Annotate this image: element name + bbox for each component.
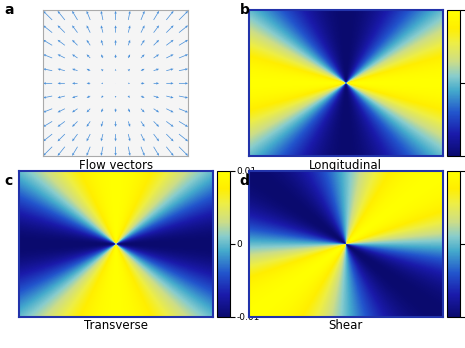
- X-axis label: Shear: Shear: [328, 319, 363, 332]
- X-axis label: Transverse: Transverse: [84, 319, 147, 332]
- Text: c: c: [5, 174, 13, 188]
- Y-axis label: day⁻¹: day⁻¹: [264, 230, 274, 257]
- Text: d: d: [239, 174, 249, 188]
- X-axis label: Flow vectors: Flow vectors: [79, 159, 153, 172]
- Text: b: b: [239, 3, 249, 17]
- Text: a: a: [5, 3, 14, 17]
- X-axis label: Longitudinal: Longitudinal: [309, 159, 382, 172]
